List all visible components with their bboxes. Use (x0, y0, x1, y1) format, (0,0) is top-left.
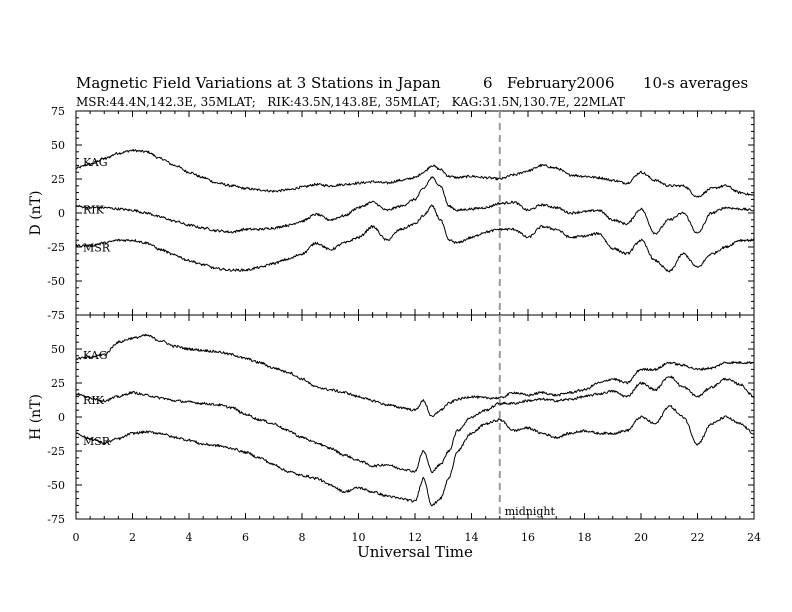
plot-layer: 75 50 25 0 -25 -50 -75 D (nT) KAG RIK MSR 50 25 0 -25 -… (28, 105, 761, 544)
y-tick-label: -50 (47, 275, 65, 288)
x-tick-label: 2 (129, 531, 136, 544)
series-line-msr (75, 405, 755, 507)
y-axis-label-2: H (nT) (28, 394, 44, 440)
y-tick-label: -25 (47, 241, 65, 254)
series-label-kag: KAG (83, 156, 108, 169)
y-tick-label: 25 (51, 377, 65, 390)
panel-frame-1 (75, 110, 755, 316)
x-tick-label: 18 (578, 531, 592, 544)
series-line-rik (75, 176, 755, 235)
series-line-msr (75, 204, 755, 273)
y-tick-label: -75 (47, 513, 65, 526)
series-line-kag (75, 148, 755, 198)
series-label-msr: MSR (83, 435, 111, 448)
y-tick-label: 25 (51, 173, 65, 186)
y-tick-label: -75 (47, 309, 65, 322)
x-tick-label: 24 (747, 531, 761, 544)
series-line-rik (75, 375, 755, 473)
series-label-rik: RIK (83, 204, 105, 217)
x-axis-label: Universal Time (357, 543, 473, 561)
x-tick-label: 0 (73, 531, 80, 544)
series-line-kag (75, 333, 755, 417)
x-tick-label: 4 (186, 531, 193, 544)
series-label-rik: RIK (83, 394, 105, 407)
x-tick-label: 6 (242, 531, 249, 544)
chart-averaging-note: 10-s averages (643, 74, 748, 92)
midnight-annotation: midnight (505, 505, 556, 518)
x-tick-label: 22 (691, 531, 705, 544)
y-tick-label: 50 (51, 343, 65, 356)
x-tick-label: 16 (521, 531, 535, 544)
x-tick-label: 20 (634, 531, 648, 544)
chart-date: 6 February2006 (483, 74, 615, 92)
chart-title: Magnetic Field Variations at 3 Stations … (76, 74, 441, 92)
series-label-kag: KAG (83, 349, 108, 362)
x-tick-label: 10 (352, 531, 366, 544)
chart-subtitle: MSR:44.4N,142.3E, 35MLAT; RIK:43.5N,143.… (76, 95, 625, 109)
y-tick-label: 50 (51, 139, 65, 152)
y-tick-label: -25 (47, 445, 65, 458)
x-tick-label: 12 (408, 531, 422, 544)
y-tick-label: 75 (51, 105, 65, 118)
y-tick-label: 0 (58, 411, 65, 424)
y-axis-label-1: D (nT) (28, 191, 44, 236)
y-tick-label: 0 (58, 207, 65, 220)
x-tick-label: 14 (465, 531, 479, 544)
x-tick-label: 8 (299, 531, 306, 544)
y-tick-label: -50 (47, 479, 65, 492)
series-label-msr: MSR (83, 242, 111, 255)
